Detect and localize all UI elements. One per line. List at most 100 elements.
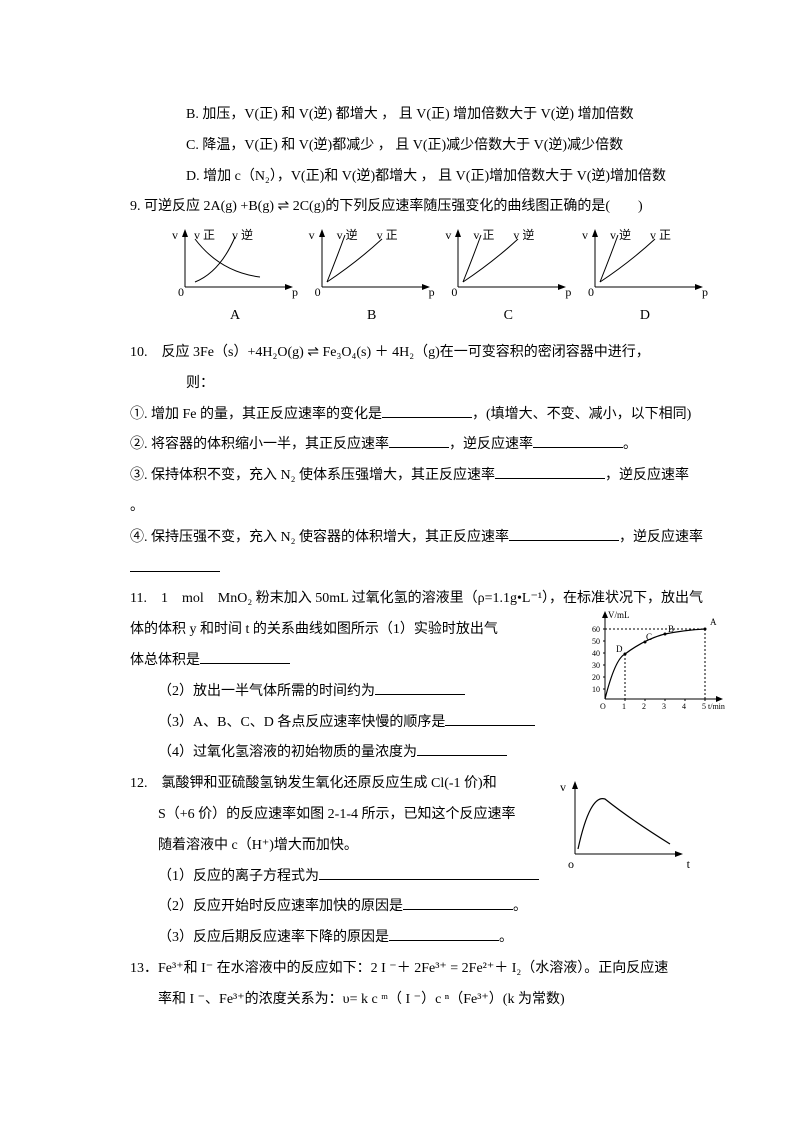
- q10-p4: ④. 保持压强不变，充入 N₂ 使容器的体积增大，其正反应速率 ，逆反应速率: [130, 523, 710, 554]
- q10-p2-blank2[interactable]: [533, 433, 623, 448]
- q9-graph-b: v v 逆 v 正 0 p: [307, 227, 437, 297]
- q10-p1-blank[interactable]: [382, 403, 472, 418]
- g-a-y: v: [172, 222, 178, 248]
- g-d-x: p: [702, 279, 708, 305]
- q9-graph-c: v v 正 v 逆 0 p: [443, 227, 573, 297]
- q10-p2-blank1[interactable]: [389, 433, 449, 448]
- g-b-l: v 逆: [337, 222, 358, 248]
- svg-text:O: O: [600, 702, 606, 711]
- svg-text:50: 50: [592, 637, 600, 646]
- svg-text:30: 30: [592, 661, 600, 670]
- q11-p4-text: （4）过氧化氢溶液的初始物质的量浓度为: [158, 745, 417, 760]
- q10-p2b: ，逆反应速率: [449, 437, 533, 452]
- q9-letter-a: A: [170, 301, 300, 332]
- q10-p1-tail: ，(填增大、不变、减小，以下相同): [472, 407, 691, 422]
- q12-p2-text: （2）反应开始时反应速率加快的原因是: [158, 899, 403, 914]
- q12-p2-blank[interactable]: [403, 895, 513, 910]
- g-d-r: v 正: [650, 222, 671, 248]
- q9-stem: 9. 可逆反应 2A(g) +B(g) ⇌ 2C(g)的下列反应速率随压强变化的…: [130, 192, 710, 223]
- g-a-o: 0: [178, 279, 184, 305]
- g-b-y: v: [309, 222, 315, 248]
- q11-p2-blank[interactable]: [375, 680, 465, 695]
- q9-letter-c: C: [443, 301, 573, 332]
- q10-p2c: 。: [623, 437, 637, 452]
- q10-stem-2: 则：: [130, 369, 710, 400]
- g-c-r: v 逆: [513, 222, 534, 248]
- q9-graphs: v v 正 v 逆 0 p v v 逆 v 正 0 p: [170, 227, 710, 297]
- q10-p3a: ③. 保持体积不变，充入 N₂ 使体系压强增大，其正反应速率: [130, 468, 495, 483]
- q12-p3-text: （3）反应后期反应速率下降的原因是: [158, 930, 389, 945]
- g-a-x: p: [292, 279, 298, 305]
- q10-p2: ②. 将容器的体积缩小一半，其正反应速率 ，逆反应速率 。: [130, 430, 710, 461]
- q12-p3-blank[interactable]: [389, 926, 499, 941]
- g-a-r: v 逆: [232, 222, 253, 248]
- svg-text:V/mL: V/mL: [608, 610, 630, 620]
- g-a-l: v 正: [194, 222, 215, 248]
- q10-p3: ③. 保持体积不变，充入 N₂ 使体系压强增大，其正反应速率 ，逆反应速率: [130, 461, 710, 492]
- q10-p3-blank1[interactable]: [495, 464, 605, 479]
- q9-letter-d: D: [580, 301, 710, 332]
- q10-p4-blank2-line: [130, 554, 710, 585]
- q10-p3b: ，逆反应速率: [605, 468, 689, 483]
- svg-text:5: 5: [702, 702, 706, 711]
- q11-line3-text: 体总体积是: [130, 653, 200, 668]
- g-b-x: p: [429, 279, 435, 305]
- g-d-y: v: [582, 222, 588, 248]
- q10-p4b: ，逆反应速率: [619, 530, 703, 545]
- q12-y: v: [560, 774, 566, 800]
- q12-p3: （3）反应后期反应速率下降的原因是。: [130, 923, 710, 954]
- g-d-l: v 逆: [610, 222, 631, 248]
- svg-text:4: 4: [682, 702, 686, 711]
- graph-d-svg: [580, 227, 710, 297]
- q13-line2: 率和 I ⁻、Fe³⁺的浓度关系为：υ= k c ᵐ（ I ⁻）c ⁿ（Fe³⁺…: [130, 985, 710, 1016]
- q12-wrap: 12. 氯酸钾和亚硫酸氢钠发生氧化还原反应生成 Cl(-1 价)和 S（+6 价…: [130, 769, 710, 954]
- q8-option-d: D. 增加 c（N₂），V(正)和 V(逆)都增大 ， 且 V(正)增加倍数大于…: [130, 162, 710, 193]
- q8-option-c: C. 降温，V(正) 和 V(逆)都减少 ， 且 V(正)减少倍数大于 V(逆)…: [130, 131, 710, 162]
- q10-p1-text: ①. 增加 Fe 的量，其正反应速率的变化是: [130, 407, 382, 422]
- q10-p2a: ②. 将容器的体积缩小一半，其正反应速率: [130, 437, 389, 452]
- q11-graph: V/mL A B C D 60 50 40 30 20 10 O 1 2 3 4…: [580, 604, 730, 714]
- svg-text:40: 40: [592, 649, 600, 658]
- q10-p4a: ④. 保持压强不变，充入 N₂ 使容器的体积增大，其正反应速率: [130, 530, 509, 545]
- q12-p1-blank[interactable]: [319, 865, 539, 880]
- q8-option-b: B. 加压，V(正) 和 V(逆) 都增大 ， 且 V(正) 增加倍数大于 V(…: [130, 100, 710, 131]
- q11-line3-blank[interactable]: [200, 649, 290, 664]
- q10-p3-end: 。: [130, 492, 710, 523]
- svg-text:10: 10: [592, 685, 600, 694]
- g-c-x: p: [565, 279, 571, 305]
- q12-o: o: [568, 851, 574, 877]
- q10-p4-blank1[interactable]: [509, 526, 619, 541]
- g-c-o: 0: [451, 279, 457, 305]
- q13-stem: 13．Fe³⁺和 I⁻ 在水溶液中的反应如下：2 I ⁻＋ 2Fe³⁺ = 2F…: [130, 954, 710, 985]
- q11-wrap: 11. 1 mol MnO₂ 粉末加入 50mL 过氧化氢的溶液里（ρ=1.1g…: [130, 584, 710, 769]
- q9-letters: A B C D: [170, 301, 710, 332]
- svg-text:B: B: [668, 624, 674, 634]
- svg-text:1: 1: [622, 702, 626, 711]
- q11-p3-blank[interactable]: [445, 711, 535, 726]
- q11-p3-text: （3）A、B、C、D 各点反应速率快慢的顺序是: [158, 715, 445, 730]
- q12-graph-svg: [560, 779, 690, 869]
- q11-p4-blank[interactable]: [417, 741, 507, 756]
- svg-text:20: 20: [592, 673, 600, 682]
- q12-p2: （2）反应开始时反应速率加快的原因是 。: [130, 892, 710, 923]
- q11-p2-text: （2）放出一半气体所需的时间约为: [158, 684, 375, 699]
- graph-c-svg: [443, 227, 573, 297]
- g-c-y: v: [445, 222, 451, 248]
- g-b-r: v 正: [377, 222, 398, 248]
- svg-text:60: 60: [592, 625, 600, 634]
- q10-stem-1: 10. 反应 3Fe（s）+4H₂O(g) ⇌ Fe₃O₄(s) ＋ 4H₂（g…: [130, 338, 710, 369]
- q12-p1-text: （1）反应的离子方程式为: [158, 869, 319, 884]
- graph-b-svg: [307, 227, 437, 297]
- svg-text:D: D: [616, 644, 623, 654]
- q9-graph-d: v v 逆 v 正 0 p: [580, 227, 710, 297]
- svg-text:A: A: [710, 617, 717, 627]
- q9-graph-a: v v 正 v 逆 0 p: [170, 227, 300, 297]
- q12-p2-tail: 。: [513, 899, 527, 914]
- svg-text:2: 2: [642, 702, 646, 711]
- q11-p4: （4）过氧化氢溶液的初始物质的量浓度为: [130, 738, 710, 769]
- q10-p4-blank2[interactable]: [130, 557, 220, 572]
- q12-x: t: [687, 851, 690, 877]
- svg-text:t/min: t/min: [708, 702, 725, 711]
- q12-graph: v o t: [560, 779, 690, 869]
- g-b-o: 0: [315, 279, 321, 305]
